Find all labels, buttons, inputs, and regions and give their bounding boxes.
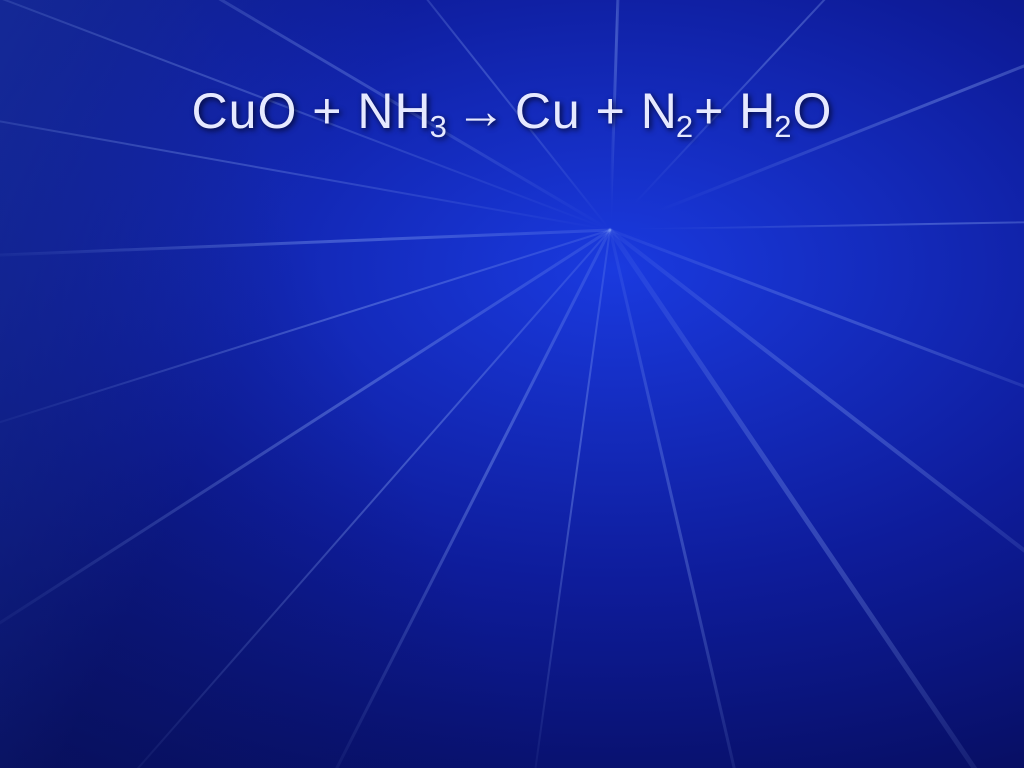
chemical-equation: CuO + NH3 → Cu + N2+ H2O <box>0 82 1024 140</box>
product-h2o-h: H <box>739 83 776 139</box>
product-h2o-sub: 2 <box>774 109 792 144</box>
reaction-arrow: → <box>456 82 507 140</box>
slide-background: CuO + NH3 → Cu + N2+ H2O <box>0 0 1024 768</box>
product-n2-base: N <box>641 83 678 139</box>
reactant-cuo: CuO <box>192 83 298 139</box>
reactant-nh3-sub: 3 <box>430 109 448 144</box>
product-h2o-o: O <box>793 83 833 139</box>
reactant-nh3-base: NH <box>357 83 431 139</box>
product-cu: Cu <box>515 83 581 139</box>
plus-sign: + <box>297 83 357 139</box>
product-n2-sub: 2 <box>676 109 694 144</box>
plus-sign: + <box>581 83 641 139</box>
plus-sign: + <box>694 83 739 139</box>
